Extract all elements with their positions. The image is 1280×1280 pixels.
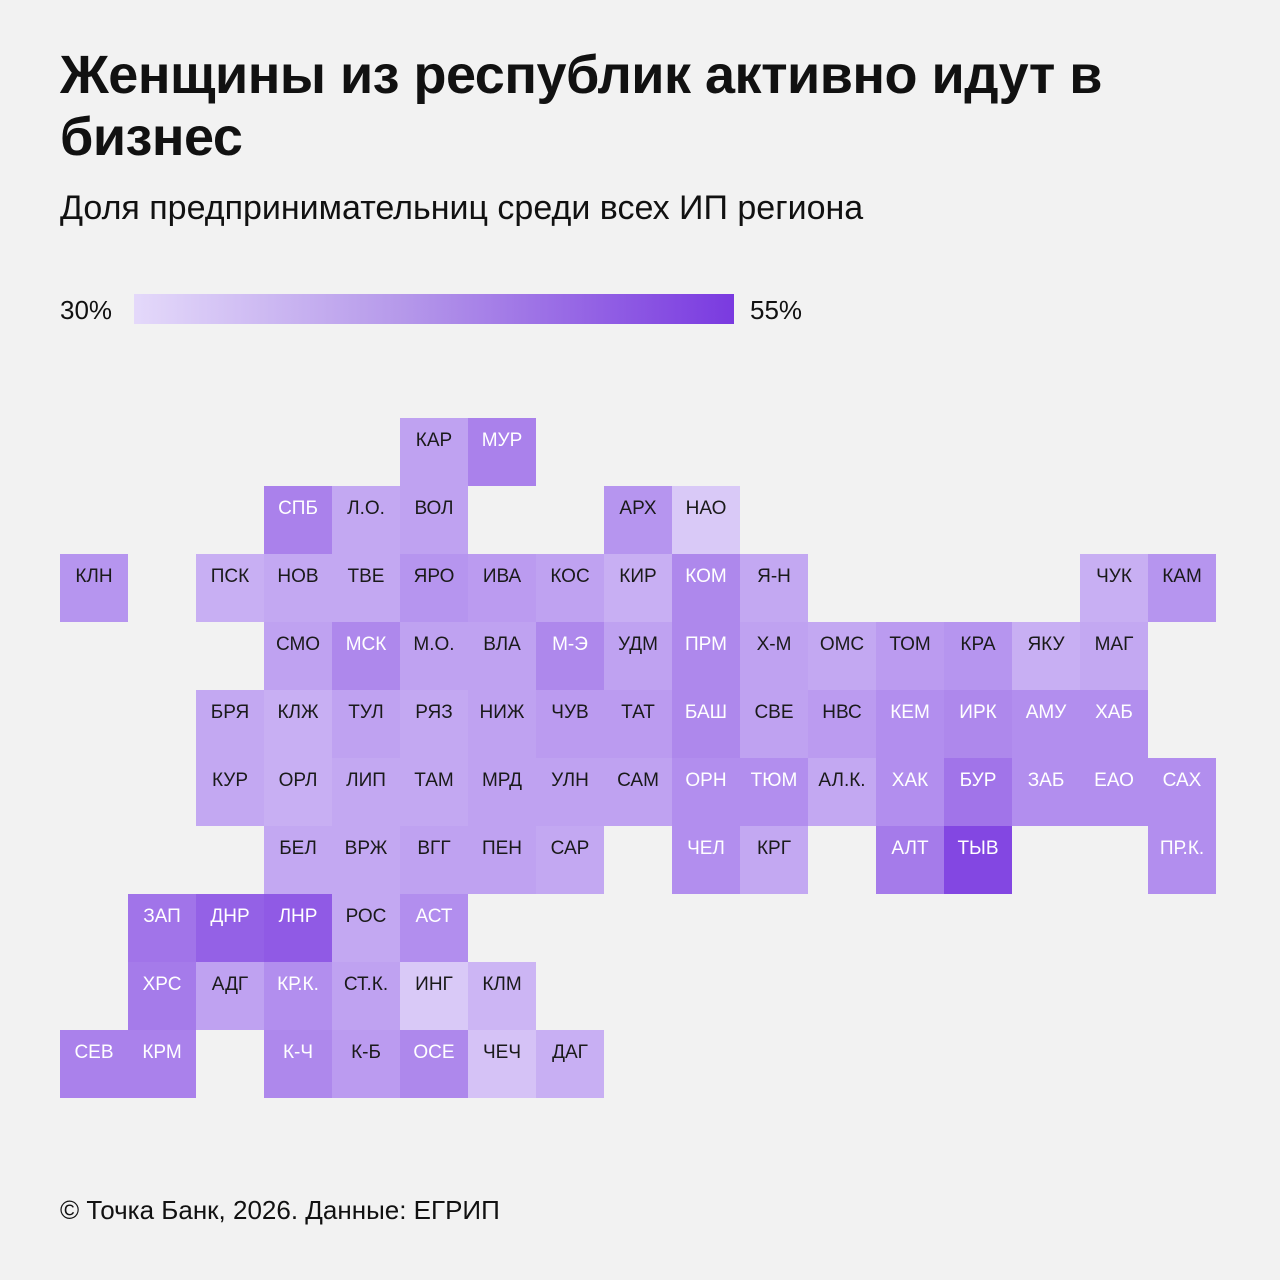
region-tile: ИНГ <box>400 962 468 1030</box>
region-tile: ХРС <box>128 962 196 1030</box>
page-title: Женщины из республик активно идут в бизн… <box>60 45 1103 167</box>
region-tile: ТОМ <box>876 622 944 690</box>
region-tile: КАМ <box>1148 554 1216 622</box>
region-tile: К-Ч <box>264 1030 332 1098</box>
region-tile: МАГ <box>1080 622 1148 690</box>
region-tile: ЗАП <box>128 894 196 962</box>
region-tile: Х-М <box>740 622 808 690</box>
region-tile: ИРК <box>944 690 1012 758</box>
region-tile: ТАТ <box>604 690 672 758</box>
region-tile: КРМ <box>128 1030 196 1098</box>
region-tile: КЕМ <box>876 690 944 758</box>
region-tile: ВОЛ <box>400 486 468 554</box>
region-tile: МСК <box>332 622 400 690</box>
region-tile: КЛЖ <box>264 690 332 758</box>
region-tile: ПЕН <box>468 826 536 894</box>
region-tile: ЧУК <box>1080 554 1148 622</box>
region-tile: АДГ <box>196 962 264 1030</box>
region-tile: ВГГ <box>400 826 468 894</box>
region-tile: АМУ <box>1012 690 1080 758</box>
region-tile: СЕВ <box>60 1030 128 1098</box>
region-tile: М-Э <box>536 622 604 690</box>
region-tile: ОРЛ <box>264 758 332 826</box>
region-tile: ЕАО <box>1080 758 1148 826</box>
region-tile: СМО <box>264 622 332 690</box>
region-tile: ЗАБ <box>1012 758 1080 826</box>
region-tile: ТАМ <box>400 758 468 826</box>
region-tile: КРА <box>944 622 1012 690</box>
region-tile: ВРЖ <box>332 826 400 894</box>
region-tile: САХ <box>1148 758 1216 826</box>
region-tile: МУР <box>468 418 536 486</box>
region-tile: РОС <box>332 894 400 962</box>
region-tile: НОВ <box>264 554 332 622</box>
region-tile: ОРН <box>672 758 740 826</box>
region-tile: ПРМ <box>672 622 740 690</box>
region-tile: СВЕ <box>740 690 808 758</box>
region-tile: САМ <box>604 758 672 826</box>
region-tile: ТЮМ <box>740 758 808 826</box>
region-tile: ХАК <box>876 758 944 826</box>
region-tile: УЛН <box>536 758 604 826</box>
region-tile: ЯРО <box>400 554 468 622</box>
source-credit: © Точка Банк, 2026. Данные: ЕГРИП <box>60 1195 500 1225</box>
region-tile: СПБ <box>264 486 332 554</box>
region-tile: ЧУВ <box>536 690 604 758</box>
region-tile: СТ.К. <box>332 962 400 1030</box>
region-tile: ПР.К. <box>1148 826 1216 894</box>
region-tile: САР <box>536 826 604 894</box>
region-tile: ПСК <box>196 554 264 622</box>
region-tile: АРХ <box>604 486 672 554</box>
legend-min-label: 30% <box>60 295 113 325</box>
region-tile: Я-Н <box>740 554 808 622</box>
region-tile: ЧЕЛ <box>672 826 740 894</box>
region-tile: ЯКУ <box>1012 622 1080 690</box>
region-tile: АЛ.К. <box>808 758 876 826</box>
region-tile: КОМ <box>672 554 740 622</box>
region-tile: КЛМ <box>468 962 536 1030</box>
region-tile: К-Б <box>332 1030 400 1098</box>
region-tile: ТЫВ <box>944 826 1012 894</box>
region-tile: НАО <box>672 486 740 554</box>
region-tile: РЯЗ <box>400 690 468 758</box>
region-tile: БУР <box>944 758 1012 826</box>
region-tile: БАШ <box>672 690 740 758</box>
region-tile: ХАБ <box>1080 690 1148 758</box>
region-tile: УДМ <box>604 622 672 690</box>
region-tile: КРГ <box>740 826 808 894</box>
region-tile: КИР <box>604 554 672 622</box>
region-tile: ДНР <box>196 894 264 962</box>
region-tile: КЛН <box>60 554 128 622</box>
region-tile: ТУЛ <box>332 690 400 758</box>
region-tile: КОС <box>536 554 604 622</box>
legend-gradient-bar <box>134 294 734 324</box>
page-subtitle: Доля предпринимательниц среди всех ИП ре… <box>60 189 864 227</box>
region-tile: БЕЛ <box>264 826 332 894</box>
region-tile: АСТ <box>400 894 468 962</box>
region-tile: АЛТ <box>876 826 944 894</box>
region-tile: МРД <box>468 758 536 826</box>
region-tile: Л.О. <box>332 486 400 554</box>
region-tile: ТВЕ <box>332 554 400 622</box>
region-tile: ЛИП <box>332 758 400 826</box>
region-tile: КР.К. <box>264 962 332 1030</box>
region-tile: НВС <box>808 690 876 758</box>
legend-max-label: 55% <box>750 295 803 325</box>
region-tile: ДАГ <box>536 1030 604 1098</box>
region-tile: М.О. <box>400 622 468 690</box>
region-tile: ВЛА <box>468 622 536 690</box>
region-tile: ЛНР <box>264 894 332 962</box>
region-tile: ЧЕЧ <box>468 1030 536 1098</box>
region-tile: ИВА <box>468 554 536 622</box>
region-tile: КАР <box>400 418 468 486</box>
region-tile: НИЖ <box>468 690 536 758</box>
region-tile: БРЯ <box>196 690 264 758</box>
region-tile: ОСЕ <box>400 1030 468 1098</box>
region-tile: ОМС <box>808 622 876 690</box>
region-tile: КУР <box>196 758 264 826</box>
